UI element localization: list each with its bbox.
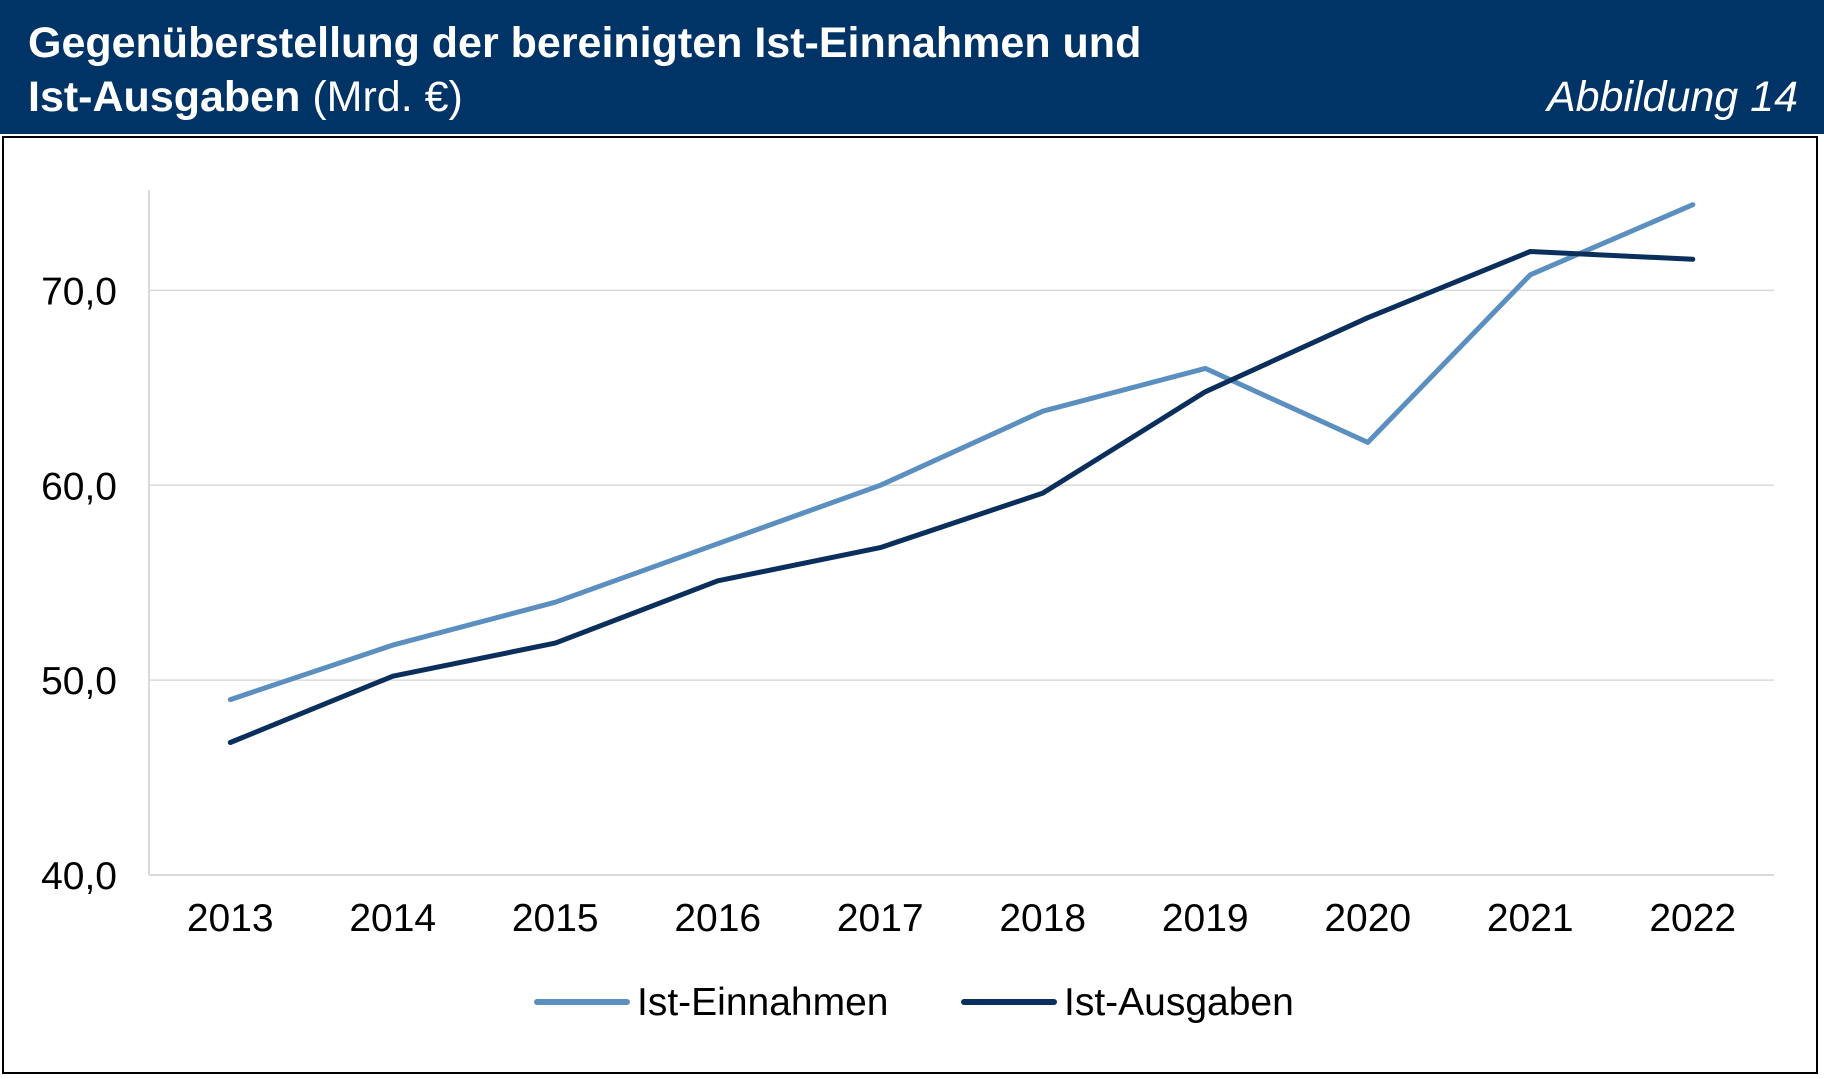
series-line-ist-ausgaben xyxy=(227,249,1696,745)
x-tick-label: 2015 xyxy=(512,897,599,940)
chart-title-line1: Gegenüberstellung der bereinigten Ist-Ei… xyxy=(28,19,1142,67)
legend-label: Ist-Einnahmen xyxy=(637,981,888,1024)
x-tick-label: 2013 xyxy=(187,897,274,940)
chart-title-line2: Ist-Ausgaben (Mrd. €) xyxy=(28,72,463,122)
y-tick-label: 60,0 xyxy=(41,465,117,508)
chart-header: Gegenüberstellung der bereinigten Ist-Ei… xyxy=(0,0,1824,134)
x-tick-label: 2021 xyxy=(1487,897,1574,940)
x-tick-label: 2020 xyxy=(1324,897,1411,940)
y-tick-label: 40,0 xyxy=(41,855,117,898)
y-tick-label: 70,0 xyxy=(41,270,117,313)
x-tick-label: 2022 xyxy=(1649,897,1736,940)
series-line-ist-einnahmen xyxy=(227,202,1696,703)
x-tick-label: 2017 xyxy=(837,897,924,940)
legend-label: Ist-Ausgaben xyxy=(1064,981,1294,1024)
x-tick-label: 2016 xyxy=(674,897,761,940)
x-tick-label: 2018 xyxy=(999,897,1086,940)
chart-frame: 40,0 50,0 60,0 70,0 2013 2014 2015 2016 2017 2018… xyxy=(2,136,1818,1074)
x-tick-label: 2019 xyxy=(1162,897,1249,940)
figure-label: Abbildung 14 xyxy=(1546,73,1798,121)
chart-title-bold: Ist-Ausgaben xyxy=(28,73,301,121)
y-tick-label: 50,0 xyxy=(41,660,117,703)
line-chart: 40,0 50,0 60,0 70,0 2013 2014 2015 2016 2017 2018… xyxy=(41,190,1774,1024)
x-tick-label: 2014 xyxy=(349,897,436,940)
chart-title-unit: (Mrd. €) xyxy=(312,73,463,121)
